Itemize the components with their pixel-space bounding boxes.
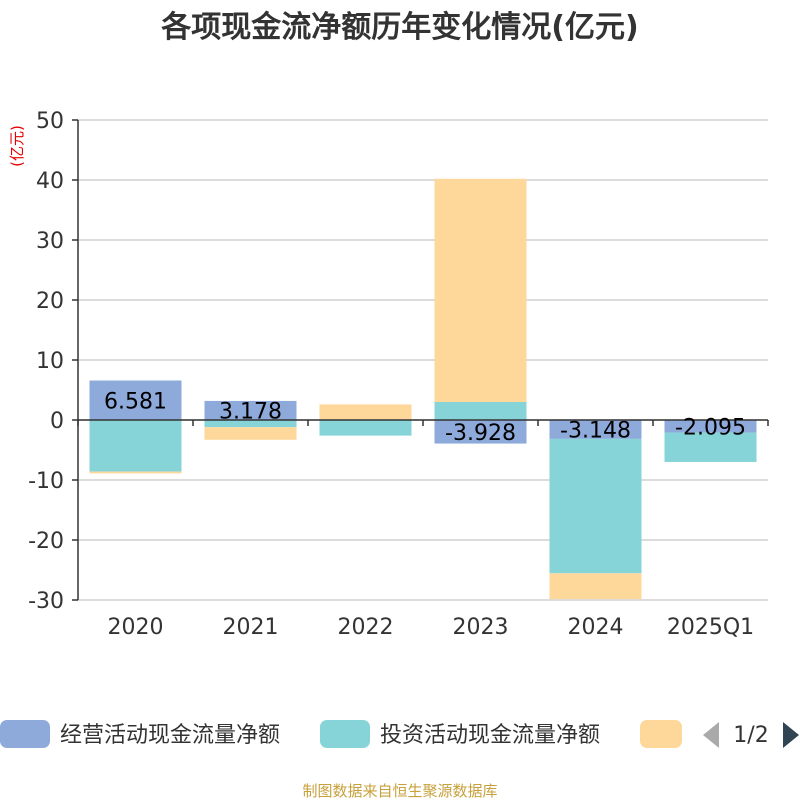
bars-layer: [89, 178, 757, 600]
legend-label[interactable]: 经营活动现金流量净额: [60, 723, 280, 748]
legend-page-indicator: 1/2: [733, 723, 768, 748]
chart-title: 各项现金流净额历年变化情况(亿元): [160, 10, 638, 45]
legend-next-icon[interactable]: [783, 722, 799, 748]
y-tick-label: 0: [50, 409, 64, 434]
bar-segment: [319, 420, 412, 436]
x-tick-label: 2024: [568, 615, 624, 640]
y-tick-label: -10: [28, 469, 64, 494]
legend-label[interactable]: 投资活动现金流量净额: [380, 723, 600, 748]
y-tick-label: 50: [36, 109, 64, 134]
x-tick-label: 2022: [338, 615, 394, 640]
grid-layer: [78, 119, 768, 601]
data-label: -2.095: [675, 415, 746, 440]
bar-segment: [434, 402, 527, 420]
y-tick-label: -20: [28, 529, 64, 554]
bar-segment: [204, 420, 297, 428]
data-label: 3.178: [219, 399, 282, 424]
legend-prev-icon[interactable]: [703, 722, 719, 748]
data-label: -3.928: [445, 421, 516, 446]
data-label: 6.581: [104, 389, 167, 414]
legend-swatch[interactable]: [640, 720, 682, 748]
y-tick-label: 10: [36, 349, 64, 374]
x-tick-label: 2020: [108, 615, 164, 640]
axis-layer: 50 40 30 20 10 0 -10 -20 -30 2020 2021 2022 2023 2024…: [28, 109, 769, 640]
bar-segment: [204, 400, 297, 420]
y-tick-label: 20: [36, 289, 64, 314]
y-tick-label: 40: [36, 169, 64, 194]
bar-segment: [89, 420, 182, 472]
bar-segment: [319, 404, 412, 420]
bar-segment: [89, 471, 182, 474]
legend: 经营活动现金流量净额 投资活动现金流量净额 1/2: [0, 720, 799, 748]
y-tick-label: -30: [28, 589, 64, 614]
bar-segment: [434, 178, 527, 402]
x-tick-label: 2021: [223, 615, 279, 640]
y-unit-label: (亿元): [8, 125, 26, 167]
x-tick-label: 2025Q1: [667, 615, 754, 640]
bar-segment: [204, 427, 297, 440]
bar-segment: [549, 573, 642, 600]
bar-segment: [434, 420, 527, 444]
bar-segment: [549, 420, 642, 439]
bar-segment: [549, 438, 642, 574]
bar-segment: [664, 420, 757, 433]
bar-segment: [664, 432, 757, 462]
data-label: -3.148: [560, 418, 631, 443]
x-tick-label: 2023: [453, 615, 509, 640]
legend-swatch[interactable]: [0, 720, 50, 748]
source-note: 制图数据来自恒生聚源数据库: [302, 782, 497, 800]
legend-swatch[interactable]: [320, 720, 370, 748]
y-tick-label: 30: [36, 229, 64, 254]
data-labels-layer: 6.581 3.178 -3.928 -3.148 -2.095: [104, 389, 746, 446]
bar-segment: [89, 380, 182, 420]
